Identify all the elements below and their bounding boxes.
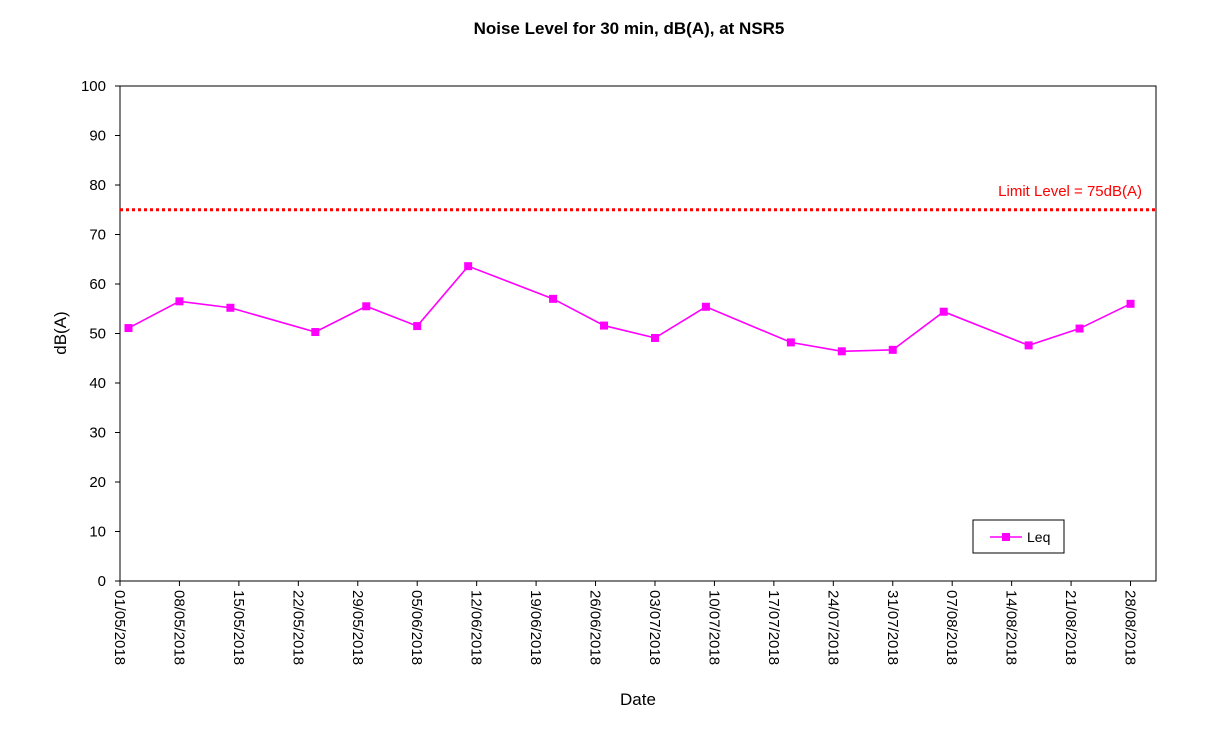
x-tick-label: 26/06/2018 [587,590,604,665]
chart-title: Noise Level for 30 min, dB(A), at NSR5 [474,19,785,38]
x-tick-label: 19/06/2018 [527,590,544,665]
data-point [650,333,659,342]
legend-marker [1002,533,1010,541]
y-tick-label: 100 [81,78,106,95]
reference-lines: Limit Level = 75dB(A) [120,183,1156,212]
x-tick-label: 12/06/2018 [468,590,485,665]
y-axis-title: dB(A) [51,311,70,354]
data-point [1024,341,1033,350]
data-point [701,302,710,311]
data-point [226,303,235,312]
y-tick-label: 90 [89,128,106,145]
x-tick-label: 15/05/2018 [230,590,247,665]
x-tick-label: 14/08/2018 [1003,590,1020,665]
data-point [311,328,320,337]
x-tick-label: 28/08/2018 [1122,590,1139,665]
y-tick-label: 70 [89,227,106,244]
data-point [362,302,371,311]
y-tick-label: 10 [89,524,106,541]
y-tick-label: 80 [89,177,106,194]
legend-label: Leq [1027,529,1050,545]
x-tick-label: 24/07/2018 [824,590,841,665]
data-point [124,324,133,333]
x-tick-label: 08/05/2018 [170,590,187,665]
data-point [1075,324,1084,333]
data-point [786,338,795,347]
x-tick-label: 07/08/2018 [943,590,960,665]
x-tick-label: 31/07/2018 [884,590,901,665]
data-point [464,262,473,271]
x-axis-title: Date [620,690,656,709]
y-tick-label: 40 [89,375,106,392]
y-axis: 0 10 20 30 40 50 60 70 80 90 100 [81,78,120,590]
x-tick-label: 21/08/2018 [1062,590,1079,665]
limit-label: Limit Level = 75dB(A) [998,183,1142,200]
data-point [837,347,846,356]
y-tick-label: 60 [89,276,106,293]
x-tick-label: 05/06/2018 [408,590,425,665]
x-axis: 01/05/2018 08/05/2018 15/05/2018 22/05/2018… [111,581,1139,665]
y-tick-label: 30 [89,425,106,442]
series-line [128,265,1131,353]
x-tick-label: 17/07/2018 [765,590,782,665]
data-point [1126,299,1135,308]
y-tick-label: 0 [98,573,106,590]
data-point [549,294,558,303]
x-tick-label: 22/05/2018 [289,590,306,665]
data-point [600,321,609,330]
data-point [413,322,422,331]
data-point [939,307,948,316]
data-point [888,345,897,354]
x-tick-label: 03/07/2018 [646,590,663,665]
y-tick-label: 20 [89,474,106,491]
x-tick-label: 01/05/2018 [111,590,128,665]
data-point [175,297,184,306]
x-tick-label: 10/07/2018 [705,590,722,665]
legend: Leq [972,519,1065,554]
x-tick-label: 29/05/2018 [349,590,366,665]
y-tick-label: 50 [89,326,106,343]
series-layer [124,262,1135,356]
